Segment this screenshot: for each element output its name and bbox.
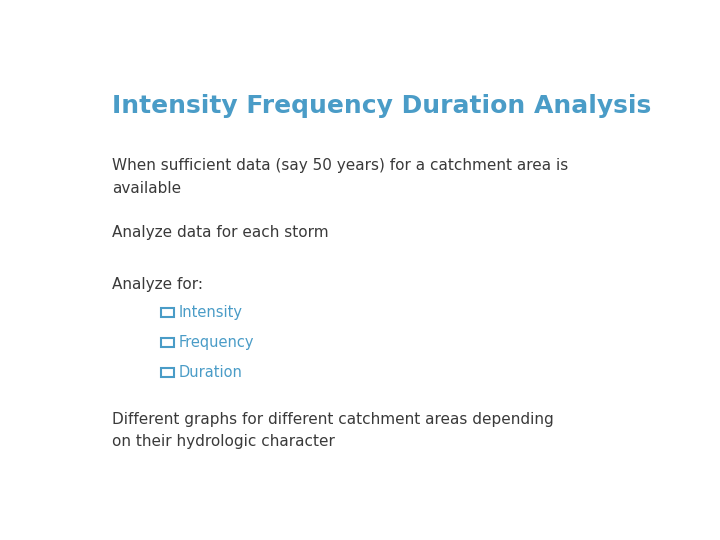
FancyBboxPatch shape [161, 338, 174, 347]
Text: Intensity: Intensity [178, 305, 242, 320]
Text: Intensity Frequency Duration Analysis: Intensity Frequency Duration Analysis [112, 94, 652, 118]
Text: Different graphs for different catchment areas depending
on their hydrologic cha: Different graphs for different catchment… [112, 412, 554, 449]
Text: Analyze data for each storm: Analyze data for each storm [112, 225, 329, 240]
FancyBboxPatch shape [161, 368, 174, 377]
Text: Duration: Duration [178, 364, 242, 380]
Text: When sufficient data (say 50 years) for a catchment area is
available: When sufficient data (say 50 years) for … [112, 158, 569, 195]
FancyBboxPatch shape [161, 308, 174, 317]
Text: Analyze for:: Analyze for: [112, 277, 203, 292]
Text: Frequency: Frequency [178, 335, 253, 349]
